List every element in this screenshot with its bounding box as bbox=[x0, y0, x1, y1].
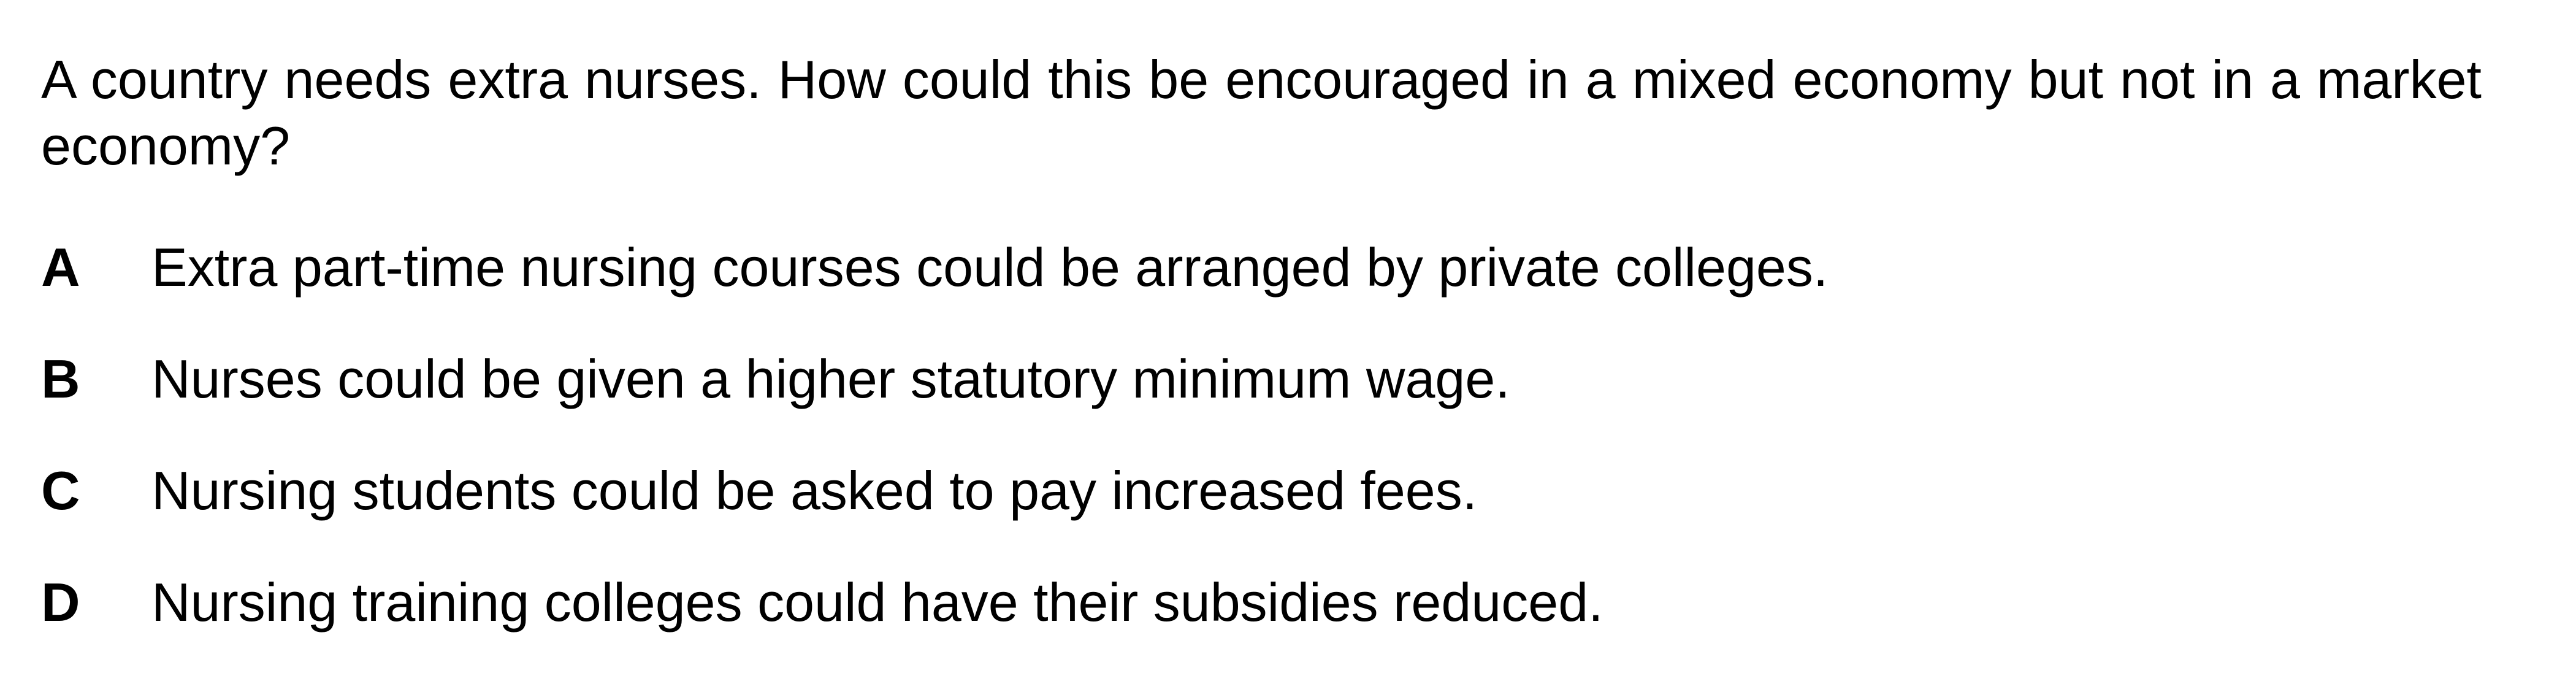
answer-options: A Extra part-time nursing courses could … bbox=[41, 234, 2482, 681]
option-text: Nursing training colleges could have the… bbox=[151, 572, 1603, 633]
option-c[interactable]: C Nursing students could be asked to pay… bbox=[41, 458, 2482, 569]
option-letter: D bbox=[41, 572, 80, 633]
option-text: Extra part-time nursing courses could be… bbox=[151, 237, 1829, 298]
option-a[interactable]: A Extra part-time nursing courses could … bbox=[41, 234, 2482, 346]
option-d[interactable]: D Nursing training colleges could have t… bbox=[41, 569, 2482, 681]
option-b[interactable]: B Nurses could be given a higher statuto… bbox=[41, 346, 2482, 458]
option-text: Nurses could be given a higher statutory… bbox=[151, 348, 1510, 409]
option-letter: B bbox=[41, 348, 80, 409]
option-letter: C bbox=[41, 460, 80, 521]
question-text: A country needs extra nurses. How could … bbox=[41, 49, 2482, 176]
option-text: Nursing students could be asked to pay i… bbox=[151, 460, 1478, 521]
option-letter: A bbox=[41, 237, 80, 298]
